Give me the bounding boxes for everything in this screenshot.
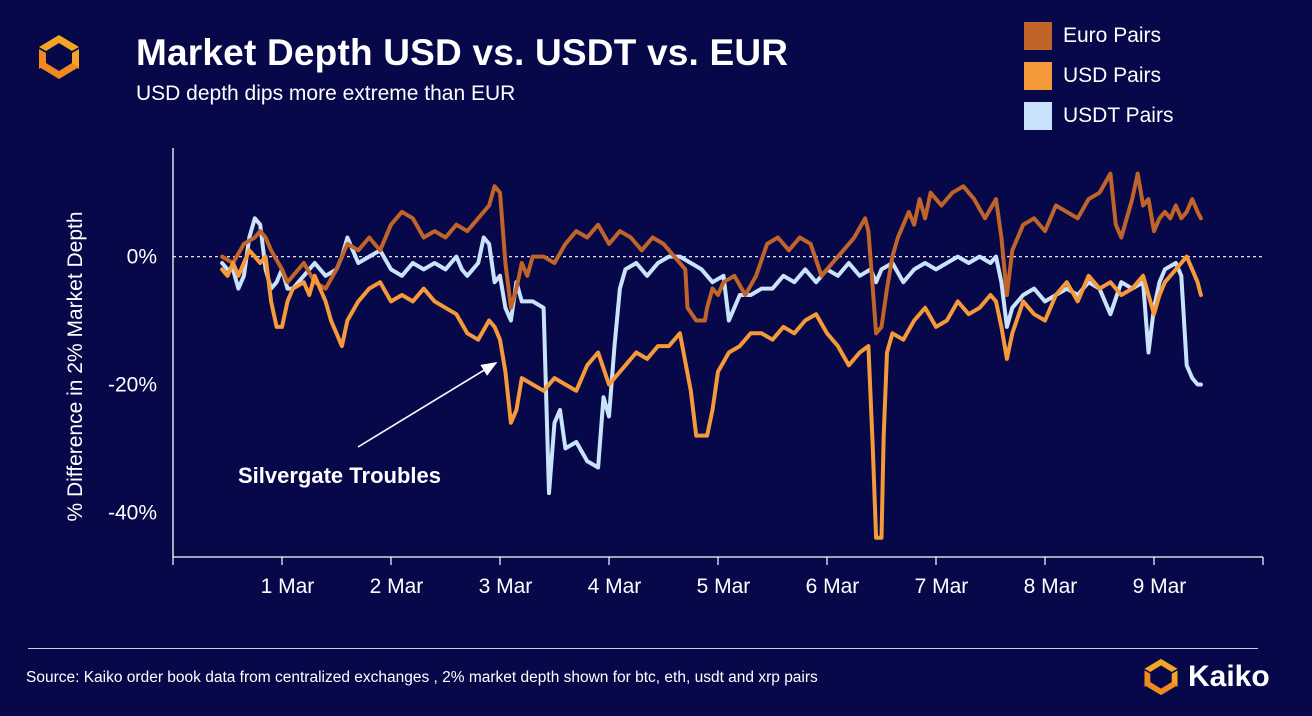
y-axis-label: % Difference in 2% Market Depth [64,211,87,521]
kaiko-logo-icon [39,35,79,79]
series-line-usd-pairs [220,248,1203,540]
kaiko-brand-icon [1144,658,1178,696]
chart-axes: 1 Mar 2 Mar 3 Mar 4 Mar 5 Mar 6 Mar 7 Mar 8 Mar… [64,148,1264,598]
y-tick-label: -20% [108,373,157,396]
legend-swatch-euro [1024,22,1052,50]
chart-title: Market Depth USD vs. USDT vs. EUR [136,32,789,73]
x-tick-label: 5 Mar [697,575,751,598]
legend-label-usd: USD Pairs [1063,64,1162,87]
y-tick-label: 0% [127,246,157,269]
legend-swatch-usdt [1024,102,1052,130]
legend-item-euro: Euro Pairs [1024,16,1173,56]
brand-logo: Kaiko [1142,658,1270,696]
y-tick-label: -40% [108,501,157,524]
x-tick-label: 6 Mar [806,575,860,598]
x-tick-label: 8 Mar [1024,575,1078,598]
legend-item-usd: USD Pairs [1024,56,1173,96]
annotation-label: Silvergate Troubles [238,463,441,488]
series-line-usdt-pairs [220,216,1203,496]
footer-divider [28,648,1258,649]
legend-label-usdt: USDT Pairs [1063,104,1174,127]
x-tick-label: 2 Mar [370,575,424,598]
chart-annotation-layer: Silvergate Troubles [238,362,498,488]
brand-name: Kaiko [1188,660,1270,693]
x-tick-label: 3 Mar [479,575,533,598]
x-tick-label: 1 Mar [261,575,315,598]
x-tick-label: 9 Mar [1133,575,1187,598]
series-line-euro-pairs [220,171,1203,336]
source-note: Source: Kaiko order book data from centr… [26,669,818,686]
legend-item-usdt: USDT Pairs [1024,96,1173,136]
annotation-arrow [357,362,498,448]
x-tick-label: 4 Mar [588,575,642,598]
chart-series-layer [220,171,1203,540]
legend-swatch-usd [1024,62,1052,90]
chart-legend: Euro Pairs USD Pairs USDT Pairs [1024,16,1173,136]
x-tick-label: 7 Mar [915,575,969,598]
chart-subtitle: USD depth dips more extreme than EUR [136,82,516,105]
legend-label-euro: Euro Pairs [1063,24,1162,47]
